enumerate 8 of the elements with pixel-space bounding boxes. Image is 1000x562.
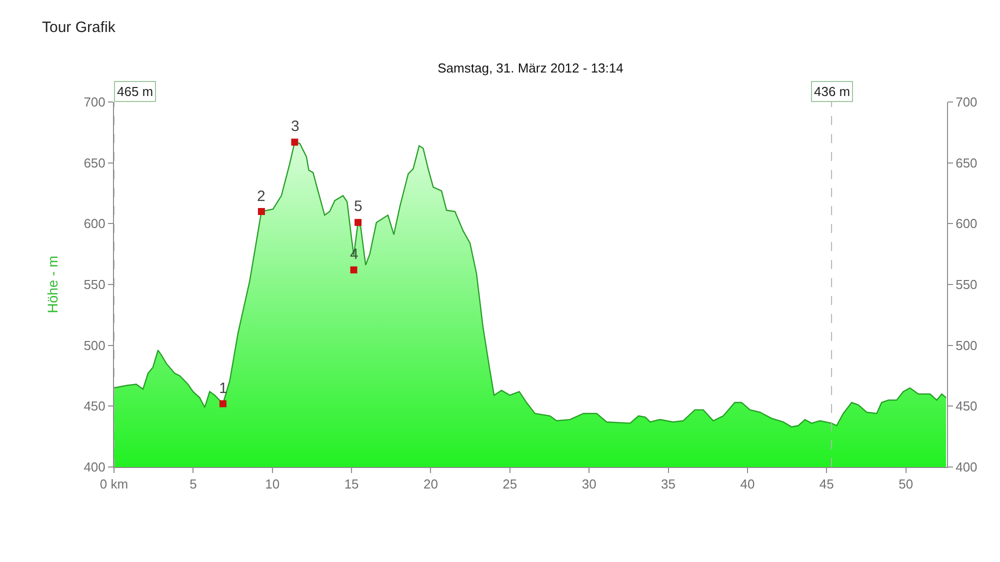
y2-tick-label: 700 — [956, 94, 978, 110]
y2-tick-label: 400 — [956, 460, 978, 475]
y2-tick-label: 550 — [956, 277, 978, 292]
y2-tick-label: 650 — [956, 155, 978, 170]
y2-tick-label: 450 — [956, 398, 978, 414]
y2-tick-label: 500 — [956, 338, 978, 353]
x-tick-label: 50 — [898, 476, 914, 492]
y2-tick-label: 600 — [956, 216, 978, 232]
